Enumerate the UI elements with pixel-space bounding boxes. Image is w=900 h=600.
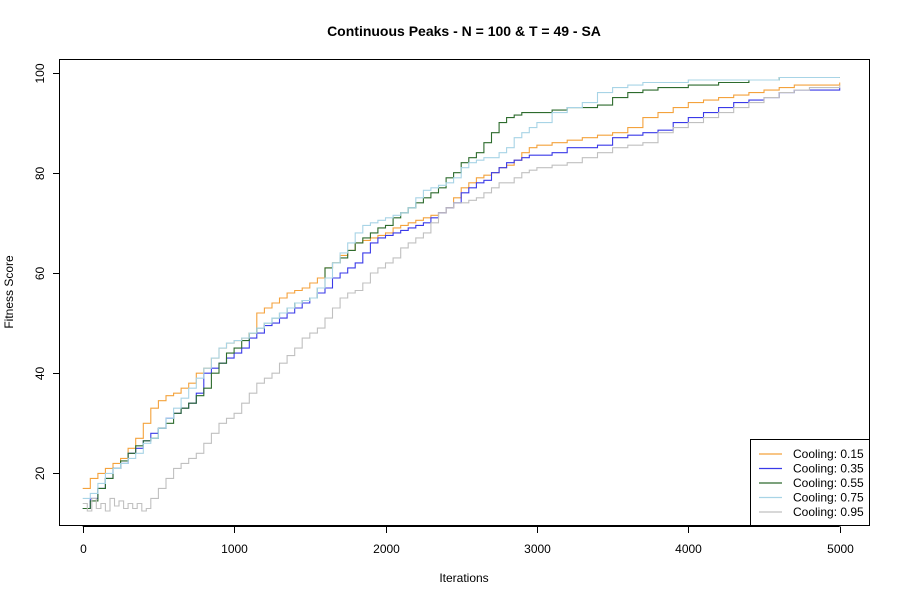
x-tick-label: 2000 xyxy=(373,542,400,556)
x-tick-label: 5000 xyxy=(827,542,854,556)
y-axis: 20 40 60 80 100 xyxy=(33,63,60,480)
y-axis-label: Fitness Score xyxy=(2,255,16,329)
y-tick-label: 100 xyxy=(33,63,47,83)
legend-label-3: Cooling: 0.55 xyxy=(793,476,864,490)
series-line-4 xyxy=(82,76,840,499)
x-tick-label: 0 xyxy=(80,542,87,556)
x-axis: 0 1000 2000 3000 4000 5000 xyxy=(80,526,854,556)
y-tick-label: 20 xyxy=(33,467,47,481)
y-tick-label: 60 xyxy=(33,267,47,281)
x-tick-label: 4000 xyxy=(675,542,702,556)
legend-label-5: Cooling: 0.95 xyxy=(793,505,864,519)
x-tick-label: 3000 xyxy=(524,542,551,556)
y-tick-label: 40 xyxy=(33,367,47,381)
chart-title: Continuous Peaks - N = 100 & T = 49 - SA xyxy=(327,23,601,39)
series-line-5 xyxy=(82,85,841,512)
legend-label-2: Cooling: 0.35 xyxy=(793,462,864,476)
legend-label-1: Cooling: 0.15 xyxy=(793,447,864,461)
series-line-1 xyxy=(82,82,841,489)
x-tick-label: 1000 xyxy=(221,542,248,556)
y-tick-label: 80 xyxy=(33,167,47,181)
series-lines xyxy=(82,76,841,512)
legend-label-4: Cooling: 0.75 xyxy=(793,491,864,505)
x-axis-label: Iterations xyxy=(439,571,488,585)
